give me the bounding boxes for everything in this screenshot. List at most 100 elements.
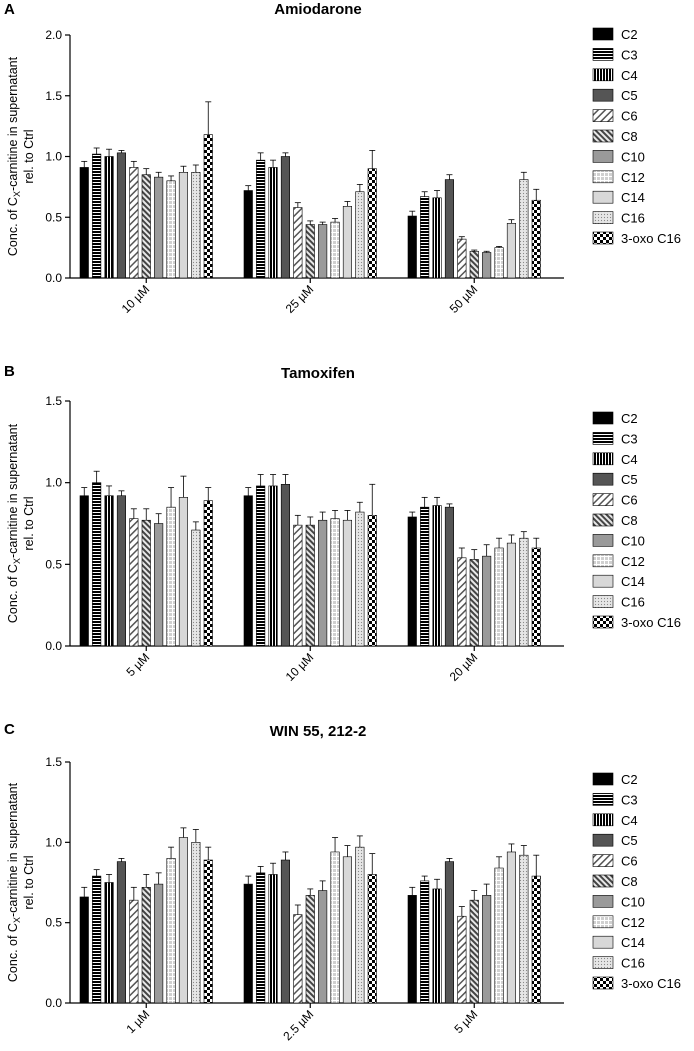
legend-swatch [592, 534, 614, 547]
bar-c3-3 [420, 196, 430, 279]
legend-swatch [592, 170, 614, 184]
y-tick-label: 1.0 [45, 476, 62, 490]
legend-swatch [592, 615, 614, 629]
legend-label: C8 [621, 513, 638, 528]
legend-label: C4 [621, 452, 638, 467]
bar-c2-2 [243, 495, 253, 647]
bar-c2-2 [243, 190, 253, 279]
legend-swatch [592, 513, 614, 527]
bar-c14-1 [178, 837, 188, 1004]
bar-c4-2 [268, 485, 278, 647]
bar-c6-1 [129, 518, 139, 647]
y-tick-label: 0.0 [45, 996, 62, 1010]
bar-c16-1 [191, 171, 201, 279]
legend-swatch [592, 48, 614, 61]
y-axis-label: Conc. of CX-carnitine in supernatant [6, 782, 22, 982]
legend-swatch [592, 935, 614, 949]
bar-c8-1 [141, 174, 151, 279]
panel-label: B [4, 363, 15, 380]
bar-c4-3 [432, 888, 442, 1004]
bar-c10-1 [154, 523, 164, 647]
bar-c12-1 [166, 180, 176, 279]
bar-3-oxo-c16-2 [367, 168, 377, 279]
x-tick-label: 1 µM [123, 1007, 152, 1036]
bar-c8-3 [469, 559, 479, 647]
bar-c16-1 [191, 842, 201, 1004]
bar-c8-2 [305, 524, 315, 647]
legend-label: C12 [621, 554, 645, 569]
bar-c4-1 [104, 495, 114, 647]
bar-c5-2 [280, 483, 291, 647]
legend-swatch [592, 68, 614, 82]
y-tick-label: 1.5 [45, 89, 62, 103]
bar-c2-1 [79, 896, 89, 1004]
legend-label: C6 [621, 109, 638, 124]
legend-swatch [592, 472, 614, 486]
legend-swatch [592, 554, 614, 568]
chart-title: Amiodarone [274, 1, 362, 18]
bar-c14-2 [342, 856, 353, 1004]
bar-c2-1 [79, 495, 89, 647]
bar-c6-3 [457, 915, 467, 1004]
bar-c14-3 [506, 223, 517, 279]
bar-c3-1 [92, 153, 102, 279]
legend-label: C4 [621, 813, 638, 828]
bar-c16-3 [519, 854, 529, 1004]
legend-label: C12 [621, 170, 645, 185]
chart-panel-b: B Tamoxifen Conc. of CX-carnitine in super… [4, 363, 681, 684]
panel-label: C [4, 721, 15, 738]
chart-title: WIN 55, 212-2 [270, 723, 367, 740]
legend-label: C3 [621, 47, 638, 62]
bar-c6-1 [129, 899, 139, 1004]
legend-label: C10 [621, 533, 645, 548]
bar-c6-2 [293, 207, 303, 279]
legend: C2 C3 C4 C5 C6 C8 C10 C12 C14 C16 3-oxo C16 [592, 411, 681, 630]
x-tick-label: 5 µM [123, 650, 152, 679]
bar-c10-1 [154, 176, 164, 279]
legend-swatch [592, 432, 614, 445]
legend-label: C16 [621, 211, 645, 226]
legend-label: C5 [621, 88, 638, 103]
bar-3-oxo-c16-2 [367, 515, 377, 647]
bar-c12-2 [330, 518, 340, 647]
legend-label: C4 [621, 68, 638, 83]
y-tick-label: 1.5 [45, 394, 62, 408]
bar-c10-2 [318, 224, 328, 279]
bar-c16-3 [519, 537, 529, 647]
bar-c2-1 [79, 167, 89, 279]
bar-c4-1 [104, 882, 114, 1004]
bar-c3-2 [256, 485, 266, 647]
bar-c4-2 [268, 167, 278, 279]
bar-c6-1 [129, 167, 139, 279]
y-axis-label: Conc. of CX-carnitine in supernatant [6, 56, 22, 256]
chart-title: Tamoxifen [281, 365, 355, 382]
bar-c10-2 [318, 890, 328, 1004]
legend-label: C2 [621, 772, 638, 787]
legend-label: 3-oxo C16 [621, 231, 681, 246]
y-tick-label: 1.5 [45, 755, 62, 769]
bar-c4-3 [432, 505, 442, 647]
x-tick-label: 2.5 µM [280, 1007, 316, 1043]
bar-3-oxo-c16-3 [531, 875, 541, 1004]
legend-label: C10 [621, 894, 645, 909]
bar-3-oxo-c16-1 [203, 500, 213, 647]
bar-c10-1 [154, 883, 164, 1004]
legend-label: C10 [621, 149, 645, 164]
bar-c8-2 [305, 895, 315, 1004]
legend-label: C6 [621, 854, 638, 869]
legend-swatch [592, 190, 614, 204]
bar-c3-3 [420, 880, 430, 1004]
bar-c5-2 [280, 156, 291, 279]
bar-c4-1 [104, 156, 114, 279]
bar-c3-1 [92, 875, 102, 1004]
legend-swatch [592, 915, 614, 929]
bar-c5-1 [116, 861, 126, 1004]
legend-label: 3-oxo C16 [621, 615, 681, 630]
bar-c3-3 [420, 506, 430, 647]
bar-c8-1 [141, 887, 151, 1004]
bar-3-oxo-c16-3 [531, 547, 541, 647]
legend-label: C2 [621, 27, 638, 42]
bar-c16-1 [191, 529, 201, 647]
legend-label: C16 [621, 956, 645, 971]
legend-swatch [592, 109, 614, 122]
